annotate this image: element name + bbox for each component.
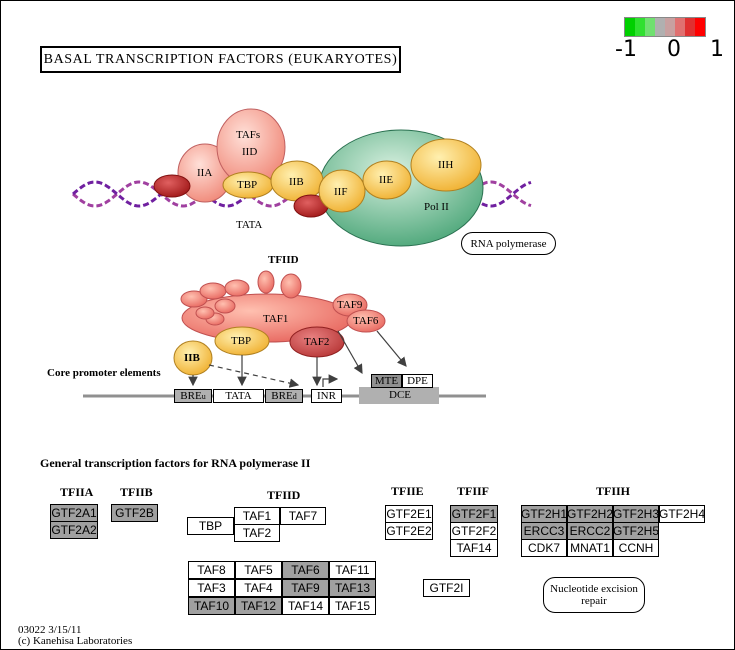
tfiih-label: TFIIH [596,484,631,498]
gene-gtf2h2[interactable]: GTF2H2 [567,505,614,523]
gene-ercc3[interactable]: ERCC3 [521,522,567,540]
bre-d-superscript: d [292,391,297,401]
expression-legend [624,17,706,37]
pathway-title: BASAL TRANSCRIPTION FACTORS (EUKARYOTES) [40,46,401,73]
bre-u-text: BRE [180,390,202,402]
gene-gtf2i[interactable]: GTF2I [423,579,470,597]
tfiif-label: TFIIF [457,484,490,498]
gene-taf12[interactable]: TAF12 [235,597,282,615]
iie-shape [362,160,412,200]
tfiid-diagram-title: TFIID [268,254,299,266]
iie-label: IIE [379,174,394,186]
taf1-label: TAF1 [263,313,289,325]
bre-u-element[interactable]: BRE u [174,389,212,403]
gene-taf8[interactable]: TAF8 [188,561,235,579]
arrows [188,330,407,388]
gene-taf6[interactable]: TAF6 [282,561,329,579]
iib-lower-label: IIB [184,352,200,364]
gene-tbp[interactable]: TBP [187,517,234,535]
gtf-section-label: General transcription factors for RNA po… [40,456,311,470]
gene-gtf2h4[interactable]: GTF2H4 [659,505,706,523]
gene-taf5[interactable]: TAF5 [235,561,282,579]
inr-element[interactable]: INR [311,389,342,403]
taf6-shape [346,309,386,333]
gene-gtf2h5[interactable]: GTF2H5 [613,522,660,540]
tbp-lower-label: TBP [231,335,252,347]
legend-swatch [665,18,675,36]
gene-taf3[interactable]: TAF3 [188,579,235,597]
gene-gtf2e2[interactable]: GTF2E2 [385,522,433,540]
gene-taf14-tfiif[interactable]: TAF14 [450,539,498,557]
dpe-element[interactable]: DPE [402,374,433,388]
gene-taf15[interactable]: TAF15 [329,597,376,615]
tfiid-label: TFIID [267,488,301,502]
legend-swatch [625,18,635,36]
pol-ii-label: Pol II [424,201,449,213]
footer-id-date: 03022 3/15/11 [18,624,82,636]
gene-mnat1[interactable]: MNAT1 [567,539,613,557]
gene-gtf2f2[interactable]: GTF2F2 [450,522,498,540]
tfiib-label: TFIIB [120,485,153,499]
gene-taf1[interactable]: TAF1 [234,507,280,525]
legend-min-label: -1 [615,37,637,62]
gene-gtf2h1[interactable]: GTF2H1 [521,505,568,523]
dce-label: DCE [389,389,411,401]
iif-label: IIF [334,186,348,198]
gene-taf2[interactable]: TAF2 [234,524,280,542]
gene-taf11[interactable]: TAF11 [329,561,376,579]
legend-swatch [645,18,655,36]
tfiie-label: TFIIE [391,484,424,498]
gene-cdk7[interactable]: CDK7 [521,539,567,557]
legend-swatch [685,18,695,36]
tafs-label: TAFs [236,129,261,141]
rna-polymerase-link[interactable]: RNA polymerase [461,232,556,255]
iib-label: IIB [289,176,304,188]
iid-label: IID [242,146,258,158]
legend-max-label: 1 [710,37,724,62]
footer-copyright: (c) Kanehisa Laboratories [18,635,133,647]
nucleotide-excision-repair-link[interactable]: Nucleotide excision repair [543,577,645,613]
gene-gtf2h3[interactable]: GTF2H3 [613,505,660,523]
bre-u-superscript: u [201,391,206,401]
dce-region [359,387,439,404]
iih-label: IIH [438,159,454,171]
gene-gtf2a2[interactable]: GTF2A2 [50,521,98,539]
gene-gtf2b[interactable]: GTF2B [111,504,158,522]
mte-element[interactable]: MTE [371,374,402,388]
tbp-label: TBP [237,179,258,191]
iia-label: IIA [197,167,213,179]
bre-d-element[interactable]: BRE d [265,389,303,403]
gene-ccnh[interactable]: CCNH [613,539,659,557]
bre-d-text: BRE [271,390,293,402]
taf6-label: TAF6 [353,315,379,327]
legend-swatch [655,18,665,36]
legend-mid-label: 0 [667,37,681,62]
gene-ercc2[interactable]: ERCC2 [567,522,613,540]
dark-factor-left-shape [153,174,191,198]
gene-taf13[interactable]: TAF13 [329,579,376,597]
tata-label: TATA [236,219,263,231]
gene-taf4[interactable]: TAF4 [235,579,282,597]
gene-gtf2a1[interactable]: GTF2A1 [50,504,98,522]
taf2-label: TAF2 [304,336,330,348]
gene-taf9[interactable]: TAF9 [282,579,329,597]
legend-swatch [675,18,685,36]
legend-swatch [695,18,705,36]
tfiia-label: TFIIA [60,485,94,499]
gene-gtf2e1[interactable]: GTF2E1 [385,505,433,523]
tata-element[interactable]: TATA [213,389,264,403]
legend-swatch [635,18,645,36]
gene-taf10[interactable]: TAF10 [188,597,235,615]
iih-shape [410,138,482,192]
core-promoter-label: Core promoter elements [47,367,161,379]
iif-shape [318,169,366,213]
gene-taf14[interactable]: TAF14 [282,597,329,615]
gene-taf7[interactable]: TAF7 [280,507,326,525]
gene-gtf2f1[interactable]: GTF2F1 [450,505,498,523]
taf9-label: TAF9 [337,299,363,311]
